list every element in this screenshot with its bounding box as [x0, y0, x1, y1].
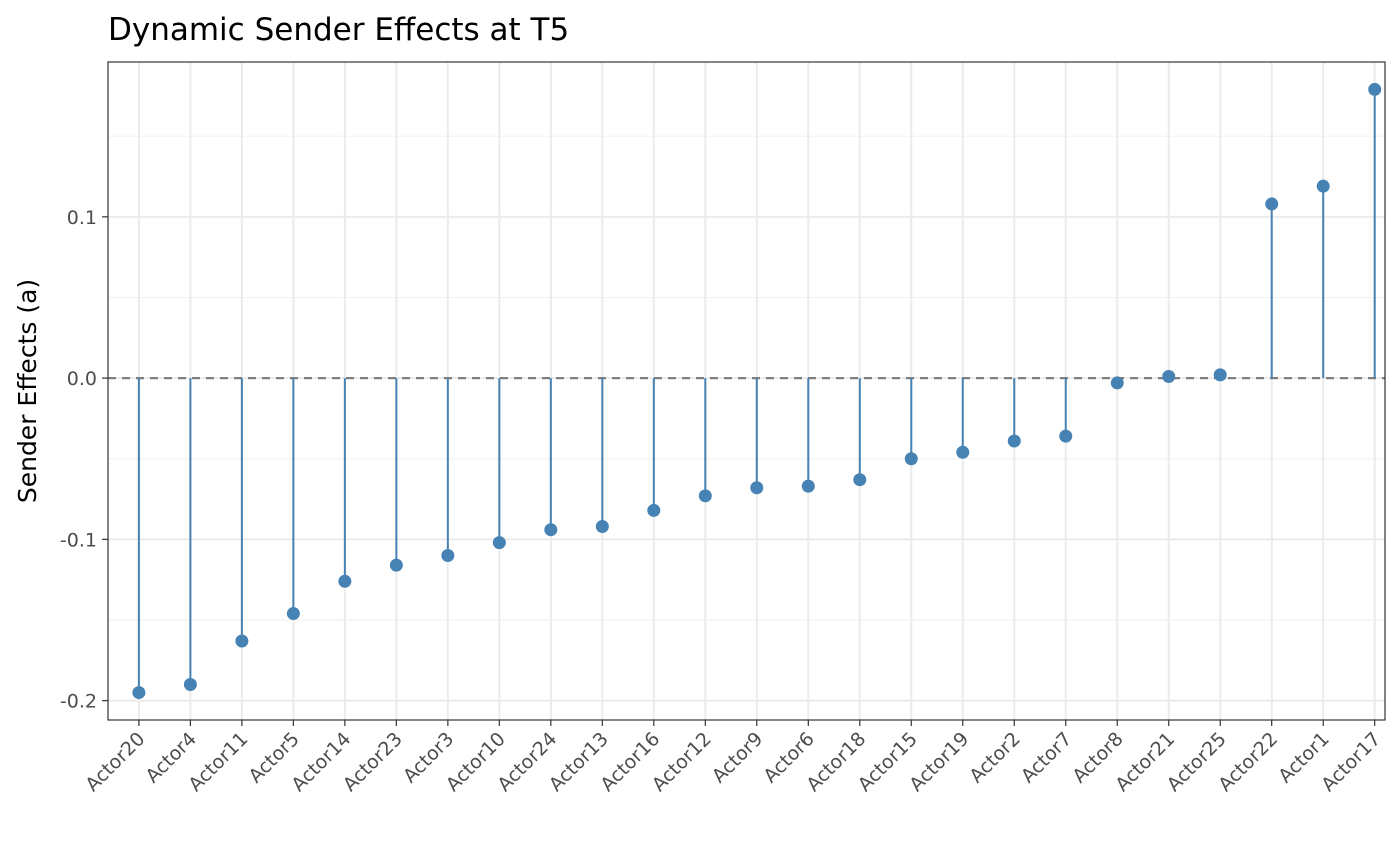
point-actor12: [698, 489, 712, 503]
point-actor9: [750, 481, 764, 495]
point-actor20: [132, 686, 146, 700]
point-actor21: [1162, 369, 1176, 383]
point-actor14: [338, 574, 352, 588]
point-actor11: [235, 634, 249, 648]
y-tick-label: 0.0: [67, 368, 97, 390]
point-actor22: [1265, 197, 1279, 211]
plot-panel-border: [107, 61, 1386, 721]
point-actor23: [389, 558, 403, 572]
stems: [137, 89, 1376, 693]
x-tick-label: Actor9: [708, 728, 767, 787]
point-actor3: [441, 549, 455, 562]
point-actor10: [492, 536, 506, 550]
point-actor13: [595, 519, 609, 533]
point-actor17: [1368, 82, 1382, 96]
point-actor6: [801, 479, 815, 493]
point-actor1: [1316, 179, 1330, 193]
point-actor24: [544, 523, 558, 537]
y-tick-label: -0.2: [60, 691, 97, 713]
x-tick-label: Actor20: [81, 728, 149, 796]
y-tick-label: -0.1: [60, 529, 97, 551]
point-actor25: [1213, 368, 1227, 382]
y-axis: -0.2 -0.1 0.0 0.1: [60, 207, 108, 713]
point-actor18: [853, 473, 867, 487]
y-axis-label: Sender Effects (a): [13, 279, 42, 503]
x-tick-label: Actor2: [965, 728, 1024, 787]
chart-title: Dynamic Sender Effects at T5: [108, 12, 569, 48]
grid-lines: [108, 62, 1385, 720]
point-actor15: [904, 452, 918, 466]
point-actor4: [183, 678, 197, 692]
point-actor19: [956, 445, 970, 459]
point-actor8: [1110, 376, 1124, 390]
x-tick-label: Actor7: [1017, 728, 1076, 787]
y-tick-label: 0.1: [67, 207, 97, 229]
points: [132, 82, 1382, 700]
x-axis: Actor20Actor4Actor11Actor5Actor14Actor23…: [81, 720, 1385, 796]
point-actor2: [1007, 434, 1021, 448]
point-actor16: [647, 503, 661, 517]
point-actor7: [1059, 429, 1073, 443]
point-actor5: [286, 607, 300, 621]
